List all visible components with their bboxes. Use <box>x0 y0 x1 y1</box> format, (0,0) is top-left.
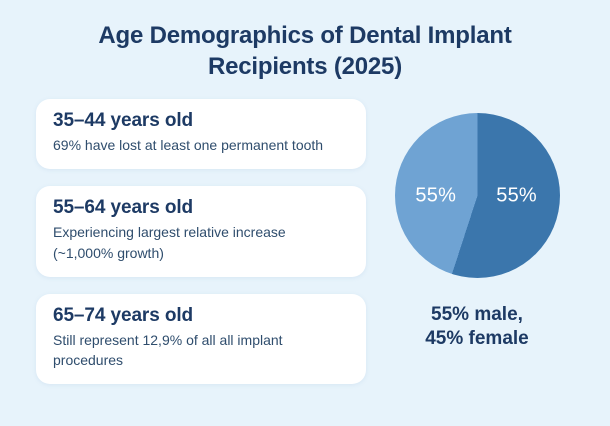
infographic-canvas: Age Demographics of Dental Implant Recip… <box>0 21 610 426</box>
pie-caption-line-2: 45% female <box>425 327 529 349</box>
age-card-heading: 65–74 years old <box>53 304 194 326</box>
age-cards-column: 35–44 years old 69% have lost at least o… <box>36 99 366 401</box>
age-card-body: Experiencing largest relative increase (… <box>53 224 286 261</box>
age-card-65-74: 65–74 years old Still represent 12,9% of… <box>36 293 366 385</box>
page-title: Age Demographics of Dental Implant Recip… <box>98 22 512 80</box>
age-card-body: 69% have lost at least one permanent too… <box>53 137 324 154</box>
main-content: 35–44 years old 69% have lost at least o… <box>0 99 610 401</box>
age-card-heading: 35–44 years old <box>53 110 194 132</box>
pie-slice-label-right: 55% <box>496 184 537 207</box>
age-card-35-44: 35–44 years old 69% have lost at least o… <box>36 99 366 170</box>
age-card-body: Still represent 12,9% of all all implant… <box>53 331 283 369</box>
pie-caption: 55% male, 45% female <box>425 303 529 349</box>
pie-slice-label-left: 55% <box>415 184 457 207</box>
age-card-55-64: 55–64 years old Experiencing largest rel… <box>36 186 366 277</box>
age-card-heading: 55–64 years old <box>53 197 194 219</box>
pie-caption-line-1: 55% male, <box>431 304 523 326</box>
pie-chart: 55% 55% <box>394 113 560 279</box>
pie-chart-column: 55% 55% 55% male, 45% female <box>366 99 610 401</box>
